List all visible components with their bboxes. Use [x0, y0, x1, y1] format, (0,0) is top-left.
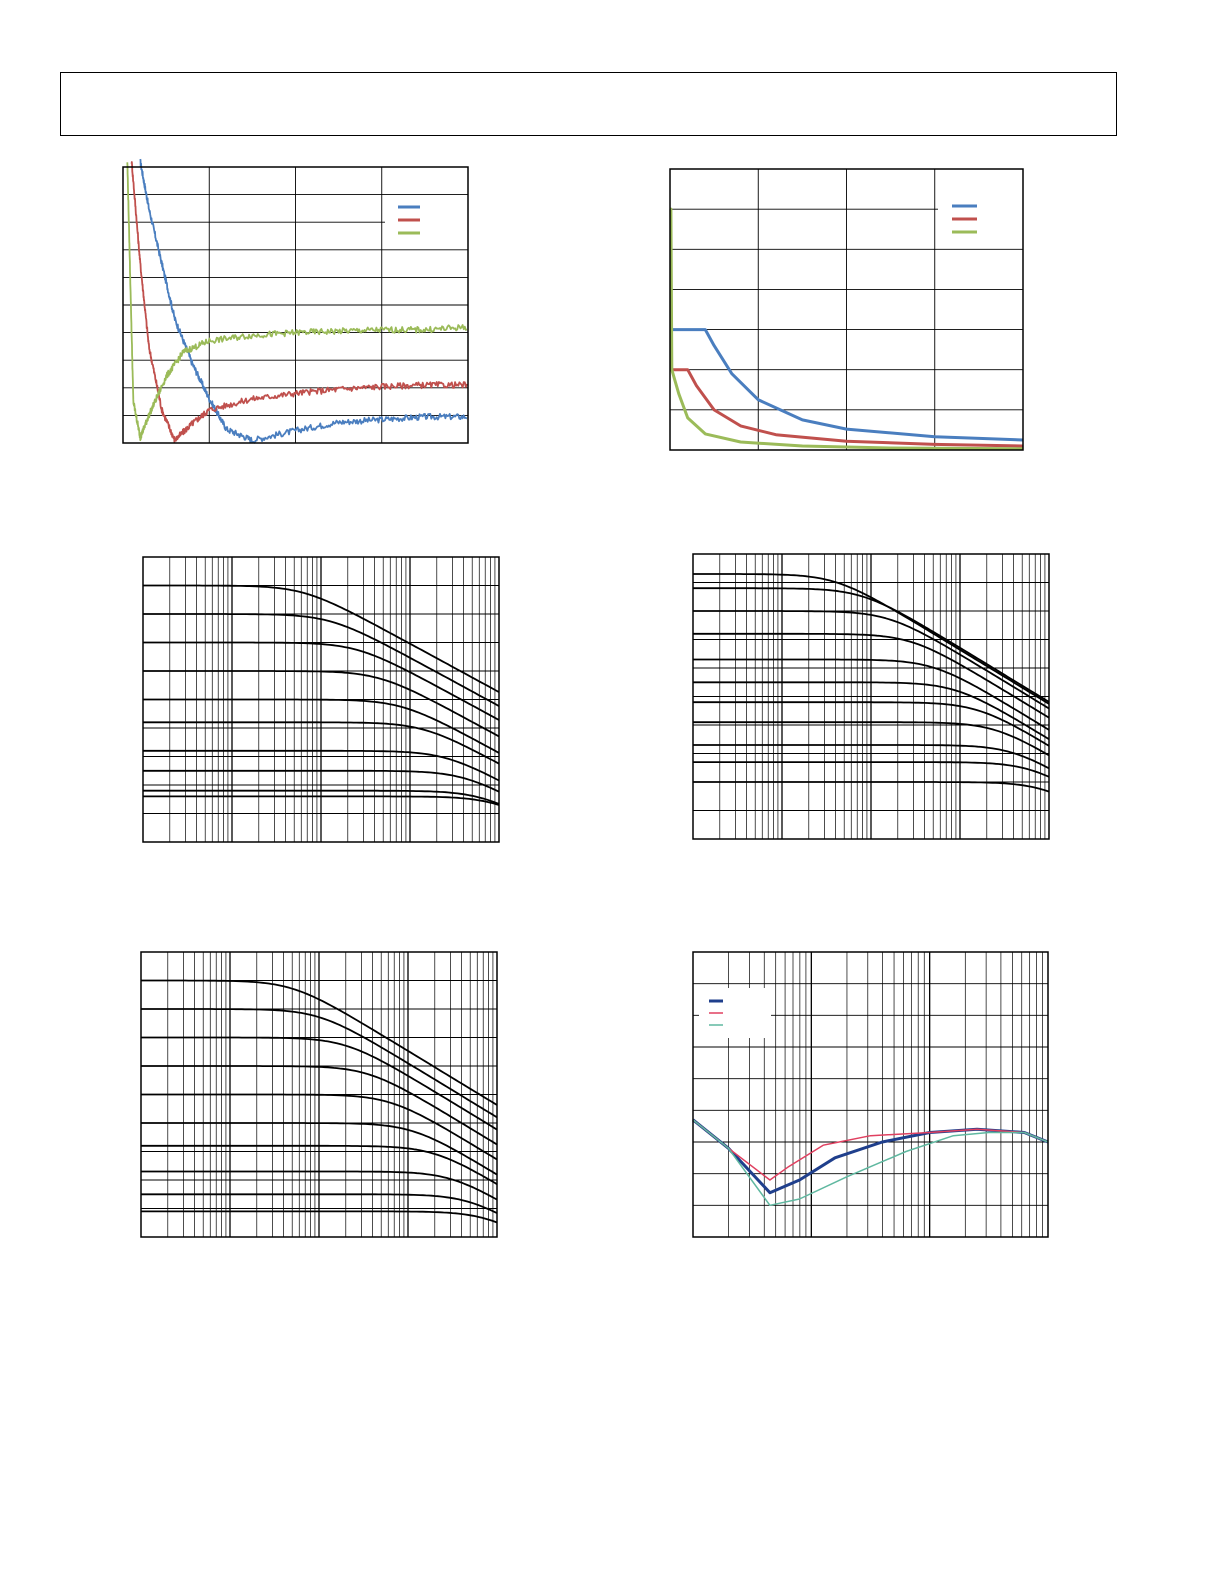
- family-curve: [693, 681, 1050, 740]
- plot-frame: [140, 951, 498, 1238]
- family-curve: [141, 1193, 498, 1214]
- series-group: [143, 584, 500, 806]
- series-line: [139, 158, 468, 444]
- family-curve: [693, 632, 1050, 719]
- series-line: [130, 161, 468, 443]
- family-curve: [143, 795, 500, 806]
- family-curve: [693, 658, 1050, 731]
- series-group: [141, 979, 498, 1224]
- chart-6: [692, 951, 1049, 1238]
- family-curve: [143, 721, 500, 765]
- series-group: [693, 573, 1050, 793]
- family-curve: [143, 670, 500, 738]
- family-curve: [141, 1008, 498, 1119]
- legend: [699, 988, 771, 1038]
- legend: [938, 197, 1023, 247]
- family-curve: [693, 721, 1050, 757]
- plot-frame: [122, 166, 469, 444]
- family-curve: [143, 613, 500, 707]
- series-group: [126, 158, 468, 444]
- family-curve: [693, 573, 1050, 705]
- series-line: [669, 207, 1024, 451]
- family-curve: [143, 641, 500, 721]
- plot-frame: [142, 556, 500, 843]
- chart-1: [122, 158, 469, 444]
- family-curve: [141, 1093, 498, 1161]
- legend-box: [938, 197, 1023, 247]
- plot-frame: [692, 951, 1049, 1238]
- chart-5: [140, 951, 498, 1238]
- family-curve: [693, 610, 1050, 710]
- family-curve: [141, 1170, 498, 1201]
- family-curve: [143, 584, 500, 693]
- family-curve: [693, 587, 1050, 703]
- plot-frame: [692, 553, 1050, 840]
- series-line: [669, 328, 1024, 442]
- legend: [385, 195, 468, 247]
- family-curve: [693, 781, 1050, 793]
- family-curve: [141, 1122, 498, 1176]
- header-box: [60, 72, 1117, 136]
- family-curve: [143, 749, 500, 782]
- family-curve: [143, 698, 500, 754]
- chart-4: [692, 553, 1050, 840]
- family-curve: [141, 979, 498, 1106]
- series-line: [126, 162, 468, 442]
- series-line: [692, 1119, 1049, 1181]
- series-group: [692, 1118, 1049, 1207]
- chart-2: [669, 168, 1024, 451]
- grid-lines: [693, 952, 1048, 1237]
- family-curve: [141, 1065, 498, 1146]
- chart-3: [142, 556, 500, 843]
- plot-frame: [669, 168, 1024, 451]
- family-curve: [693, 761, 1050, 778]
- family-curve: [693, 701, 1050, 747]
- family-curve: [141, 1036, 498, 1131]
- family-curve: [141, 1144, 498, 1185]
- family-curve: [693, 744, 1050, 770]
- series-line: [669, 368, 1024, 448]
- series-line: [692, 1119, 1049, 1207]
- legend-box: [385, 195, 468, 247]
- family-curve: [143, 769, 500, 793]
- family-curve: [141, 1210, 498, 1224]
- series-group: [669, 207, 1024, 451]
- family-curve: [143, 789, 500, 805]
